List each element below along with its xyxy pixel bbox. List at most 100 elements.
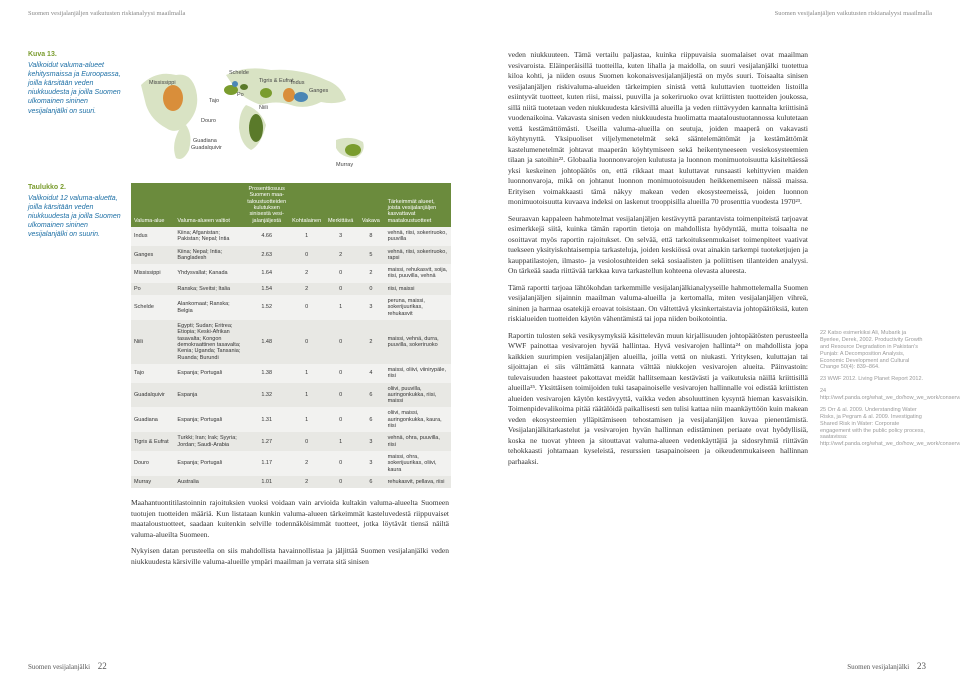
cell-states: Alankomaat; Ranska; Belgia	[174, 295, 244, 320]
cell-pct: 4.66	[244, 227, 289, 246]
cell-k: 1	[289, 407, 324, 432]
cell-pct: 2.63	[244, 246, 289, 265]
cell-m: 3	[324, 227, 357, 246]
cell-pct: 1.01	[244, 476, 289, 488]
cell-m: 0	[324, 407, 357, 432]
cell-v: 2	[357, 264, 385, 283]
cell-m: 0	[324, 476, 357, 488]
map-label-ganges: Ganges	[309, 88, 328, 94]
cell-pct: 1.17	[244, 451, 289, 476]
map-label-nile: Niili	[259, 105, 268, 111]
cell-area: Tigris & Eufrat	[131, 432, 174, 451]
table-caption: Taulukko 2. Valikoidut 12 valuma-aluetta…	[28, 183, 123, 488]
cell-prod: riisi, maissi	[385, 283, 451, 295]
cell-k: 1	[289, 364, 324, 383]
table-row: IndusKiina; Afganistan; Pakistan; Nepal;…	[131, 227, 451, 246]
cell-prod: rehukasvit, pellava, riisi	[385, 476, 451, 488]
cell-m: 1	[324, 432, 357, 451]
cell-states: Espanja	[174, 383, 244, 408]
page-footer-left: Suomen vesijalanjälki 22	[28, 661, 113, 671]
page-number-left: 22	[98, 661, 107, 671]
map-label-tajo: Tajo	[209, 98, 219, 104]
footnotes: 22 Katso esimerkiksi Ali, Mubarik ja Bye…	[820, 330, 925, 473]
cell-m: 2	[324, 246, 357, 265]
cell-m: 0	[324, 320, 357, 364]
table-row: MurrayAustralia1.01206rehukasvit, pellav…	[131, 476, 451, 488]
table-row: NiiliEgypti; Sudan; Eritrea; Etiopia; Ke…	[131, 320, 451, 364]
left-p1: Maahantuontitilastoinnin rajoituksien vu…	[131, 498, 449, 540]
cell-v: 0	[357, 283, 385, 295]
table-row: GuadalquivirEspanja1.32106oliivi, puuvil…	[131, 383, 451, 408]
map-label-guadalquivir: Guadalquivir	[191, 145, 222, 151]
cell-pct: 1.31	[244, 407, 289, 432]
cell-pct: 1.64	[244, 264, 289, 283]
cell-k: 1	[289, 227, 324, 246]
cell-states: Espanja; Portugali	[174, 407, 244, 432]
cell-states: Espanja; Portugali	[174, 451, 244, 476]
footnote-25: 25 Orr & al. 2009. Understanding Water R…	[820, 407, 925, 448]
cell-m: 0	[324, 383, 357, 408]
cell-area: Mississippi	[131, 264, 174, 283]
cell-k: 0	[289, 432, 324, 451]
left-p2: Nykyisen datan perusteella on siis mahdo…	[131, 546, 449, 567]
cell-states: Kiina; Nepal; Intia; Bangladesh	[174, 246, 244, 265]
page-footer-right: Suomen vesijalanjälki 23	[847, 661, 932, 671]
cell-states: Ranska; Sveitsi; Italia	[174, 283, 244, 295]
cell-area: Indus	[131, 227, 174, 246]
cell-m: 0	[324, 283, 357, 295]
cell-states: Yhdysvallat; Kanada	[174, 264, 244, 283]
right-p1: veden niukkuuteen. Tämä vertailu paljast…	[508, 50, 808, 208]
map-label-po: Po	[237, 92, 244, 98]
cell-k: 1	[289, 383, 324, 408]
footnote-23: 23 WWF 2012. Living Planet Report 2012.	[820, 376, 925, 383]
map-label-mississippi: Mississippi	[149, 80, 176, 86]
cell-prod: vehnä, ohra, puuvilla, riisi	[385, 432, 451, 451]
cell-prod: maissi, rehukasvit, soija, riisi, puuvil…	[385, 264, 451, 283]
cell-pct: 1.54	[244, 283, 289, 295]
right-p3: Tämä raportti tarjoaa lähtökohdan tarkem…	[508, 283, 808, 325]
right-body-text: veden niukkuuteen. Tämä vertailu paljast…	[508, 50, 808, 473]
table-caption-text: Valikoidut 12 valuma-aluetta, joilla kär…	[28, 195, 121, 238]
cell-v: 2	[357, 320, 385, 364]
left-body-text: Maahantuontitilastoinnin rajoituksien vu…	[131, 498, 449, 567]
cell-v: 6	[357, 407, 385, 432]
table-row: PoRanska; Sveitsi; Italia1.54200riisi, m…	[131, 283, 451, 295]
cell-prod: maissi, oliivi, viinirypäle, riisi	[385, 364, 451, 383]
cell-v: 6	[357, 383, 385, 408]
cell-m: 0	[324, 264, 357, 283]
cell-states: Australia	[174, 476, 244, 488]
th-prod: Tärkeimmät alueet, joista vesijalanjälje…	[385, 183, 451, 227]
table-row: GangesKiina; Nepal; Intia; Bangladesh2.6…	[131, 246, 451, 265]
cell-k: 0	[289, 246, 324, 265]
running-head-left: Suomen vesijalanjäljen vaikutusten riski…	[28, 10, 185, 17]
figure-ref: Kuva 13.	[28, 50, 123, 59]
cell-m: 0	[324, 451, 357, 476]
cell-prod: oliivi, puuvilla, auringonkukka, riisi, …	[385, 383, 451, 408]
footer-label-right: Suomen vesijalanjälki	[847, 663, 909, 671]
cell-area: Guadiana	[131, 407, 174, 432]
table-row: Tigris & EufratTurkki; Iran; Irak; Syyri…	[131, 432, 451, 451]
cell-v: 4	[357, 364, 385, 383]
cell-area: Guadalquivir	[131, 383, 174, 408]
table-row: DouroEspanja; Portugali1.17203maissi, oh…	[131, 451, 451, 476]
cell-prod: maissi, ohra, sokerijuurikas, oliivi, ka…	[385, 451, 451, 476]
cell-area: Douro	[131, 451, 174, 476]
page-number-right: 23	[917, 661, 926, 671]
table-row: MississippiYhdysvallat; Kanada1.64202mai…	[131, 264, 451, 283]
cell-area: Niili	[131, 320, 174, 364]
th-area: Valuma-alue	[131, 183, 174, 227]
cell-v: 3	[357, 451, 385, 476]
cell-k: 0	[289, 320, 324, 364]
cell-v: 5	[357, 246, 385, 265]
th-k: Kohtalainen	[289, 183, 324, 227]
cell-area: Schelde	[131, 295, 174, 320]
table-ref: Taulukko 2.	[28, 183, 123, 192]
figure-caption-text: Valikoidut valuma-alueet kehitysmaissa j…	[28, 62, 121, 114]
map-label-murray: Murray	[336, 162, 353, 168]
cell-k: 2	[289, 476, 324, 488]
cell-pct: 1.27	[244, 432, 289, 451]
map-label-schelde: Schelde	[229, 70, 249, 76]
running-head-right: Suomen vesijalanjäljen vaikutusten riski…	[775, 10, 932, 17]
cell-area: Tajo	[131, 364, 174, 383]
table-row: TajoEspanja; Portugali1.38104maissi, oli…	[131, 364, 451, 383]
